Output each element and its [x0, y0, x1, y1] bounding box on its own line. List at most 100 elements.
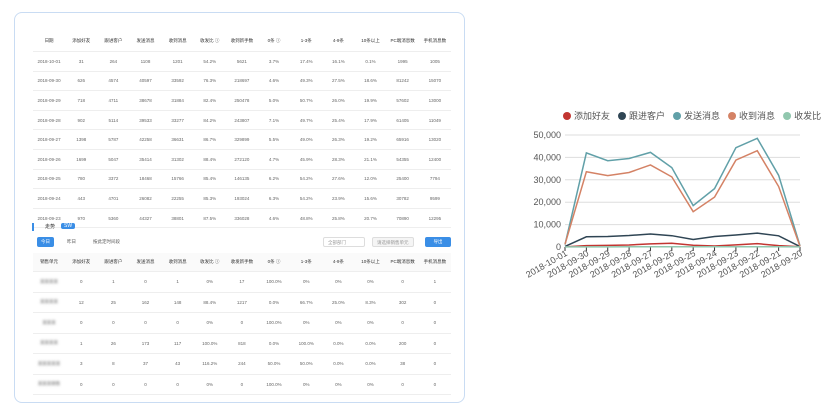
cell: 7.1%: [257, 110, 291, 131]
cell: 0: [418, 312, 451, 334]
cell: 27.5%: [322, 71, 355, 92]
cell: 2018-10-01: [33, 51, 66, 72]
cell: 18468: [129, 169, 162, 190]
cell: 0%: [322, 374, 355, 395]
cell: 718: [65, 90, 98, 111]
cell: 200: [386, 333, 419, 354]
cell: 84.2%: [193, 110, 226, 131]
cell: 某某某某某: [33, 353, 66, 375]
cell: 0.0%: [354, 333, 387, 354]
y-tick-label: 20,000: [533, 197, 561, 207]
cell: 173: [129, 333, 162, 354]
tab[interactable]: 走势: [45, 224, 56, 230]
cell: 11049: [418, 110, 451, 131]
cell: 336028: [225, 208, 258, 229]
header-cell: 10条以上: [354, 31, 387, 52]
cell: 17: [225, 271, 258, 293]
tab[interactable]: SW: [61, 223, 76, 229]
legend-label: 添加好友: [574, 110, 610, 121]
cell: 35414: [129, 149, 162, 170]
cell: 25400: [386, 169, 419, 190]
cell: 43: [161, 353, 194, 375]
chart: 010,00020,00030,00040,00050,0002018-10-0…: [524, 110, 821, 280]
header-cell: 收发比 ⓘ: [193, 253, 226, 272]
header-cell: 添加好友: [65, 253, 98, 272]
cell: 4701: [97, 188, 130, 209]
table-row: 某某某某 0 1 0 1 0% 17 100.0% 0% 0% 0% 0 1: [33, 271, 451, 293]
cell: 8.3%: [354, 292, 387, 313]
cell: 15.6%: [354, 188, 387, 209]
cell: 39533: [129, 110, 162, 131]
cell: 0: [418, 333, 451, 354]
table-row: 2018-09-29 718 4711 38678 31884 82.4% 250478 5.…: [33, 90, 451, 111]
cell: 2018-09-25: [33, 169, 66, 190]
header-cell: 销售单元: [33, 253, 66, 272]
cell: 2018-09-28: [33, 110, 66, 131]
cell: 2018-09-29: [33, 90, 66, 111]
table-row: 2018-09-24 443 4701 26082 22255 85.3% 193024 6.…: [33, 188, 451, 209]
cell: 50.0%: [290, 353, 323, 375]
cell: 100.0%: [290, 333, 323, 354]
cell: 146135: [225, 169, 258, 190]
cell: 1699: [65, 149, 98, 170]
cell: 26: [97, 333, 130, 354]
header-cell: PC端消息数: [386, 253, 419, 272]
cell: 116.2%: [193, 353, 226, 375]
cell: 49.3%: [290, 71, 323, 92]
legend-marker: [728, 112, 737, 120]
cell: 0%: [354, 374, 387, 395]
button[interactable]: 今日: [37, 237, 54, 247]
cell: 16.1%: [322, 51, 355, 72]
series-line: [564, 232, 801, 248]
cell: 5114: [97, 110, 130, 131]
cell: 85.4%: [193, 169, 226, 190]
header-cell: 收到新手数: [225, 31, 258, 52]
cell: 218697: [225, 71, 258, 92]
cell: 33592: [161, 71, 194, 92]
button[interactable]: 昨日: [67, 239, 76, 244]
cell: 25.8%: [322, 208, 355, 229]
legend-label: 收到消息: [739, 110, 775, 121]
export-button[interactable]: 导出: [425, 237, 451, 247]
daily-table: 日期 添加好友 跟进客户 发送消息 收到消息 收发比 ⓘ 收到新手数 0条 ⓘ 1-3条 4-9条…: [33, 31, 451, 229]
cell: 50.0%: [257, 353, 291, 375]
cell: 26082: [129, 188, 162, 209]
cell: 48.8%: [290, 208, 323, 229]
cell: 0: [97, 312, 130, 334]
cell: 0: [161, 374, 194, 395]
header-cell: 收到消息: [161, 253, 194, 272]
cell: 15070: [418, 71, 451, 92]
y-tick-label: 30,000: [533, 175, 561, 185]
cell: 0.0%: [354, 353, 387, 375]
cell: 某某某某: [33, 333, 66, 354]
select[interactable]: 全部部门: [323, 237, 365, 247]
cell: 100.0%: [257, 312, 291, 334]
series-line: [564, 242, 801, 248]
button[interactable]: 按此定时间段: [93, 239, 120, 244]
y-tick-label: 50,000: [533, 130, 561, 140]
cell: 5047: [97, 149, 130, 170]
series-line: [564, 149, 801, 247]
cell: 31: [65, 51, 98, 72]
legend-label: 收发比: [794, 110, 821, 121]
cell: 12.0%: [354, 169, 387, 190]
header-cell: 4-9条: [322, 31, 355, 52]
select[interactable]: 请选择销售单元: [372, 237, 414, 247]
header-cell: 跟进客户: [97, 253, 130, 272]
cell: 0: [97, 374, 130, 395]
cell: 0: [129, 271, 162, 293]
cell: 2018-09-30: [33, 71, 66, 92]
cell: 12: [65, 292, 98, 313]
cell: 54.2%: [290, 188, 323, 209]
cell: 162: [129, 292, 162, 313]
cell: 0%: [290, 271, 323, 293]
cell: 0: [65, 271, 98, 293]
header-cell: PC端消息数: [386, 31, 419, 52]
cell: 49.0%: [290, 129, 323, 150]
table-row: 2018-09-25 780 3372 18468 15766 85.4% 146135 6.…: [33, 169, 451, 190]
legend-marker: [563, 112, 571, 120]
y-tick-label: 0: [556, 242, 561, 252]
cell: 31884: [161, 90, 194, 111]
cell: 1217: [225, 292, 258, 313]
cell: 0%: [290, 374, 323, 395]
